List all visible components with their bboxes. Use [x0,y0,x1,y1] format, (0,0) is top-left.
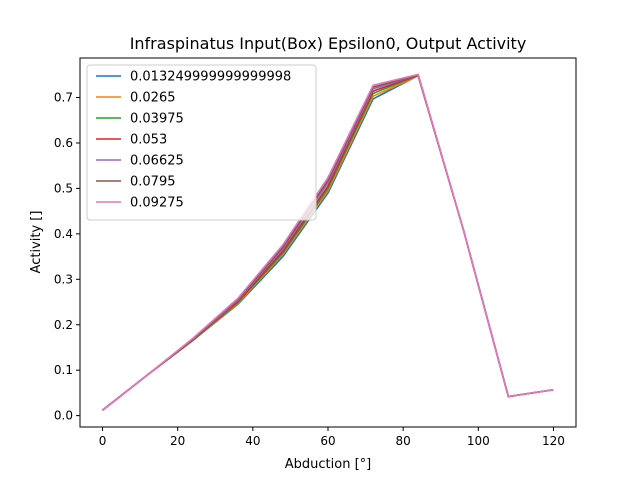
chart-title: Infraspinatus Input(Box) Epsilon0, Outpu… [130,34,527,53]
legend-entry-label: 0.06625 [130,154,184,169]
legend-entry-label: 0.09275 [130,196,184,211]
legend: 0.013249999999999998 0.0265 0.03975 0.053 0.… [86,64,317,221]
x-tick-label: 0 [99,434,107,448]
x-axis-label: Abduction [°] [285,457,371,472]
y-tick-label: 0.6 [54,136,73,150]
x-tick-label: 40 [245,434,260,448]
legend-box [86,64,317,221]
y-axis: 0.0 0.1 0.2 0.3 0.4 0.5 0.6 0.7 [54,91,80,423]
y-tick-label: 0.2 [54,318,73,332]
legend-entry-label: 0.0795 [130,175,176,190]
y-tick-label: 0.5 [54,181,73,195]
x-tick-label: 120 [542,434,565,448]
x-tick-label: 100 [467,434,490,448]
y-tick-label: 0.1 [54,363,73,377]
x-tick-label: 80 [396,434,411,448]
y-tick-label: 0.4 [54,227,73,241]
legend-entry-label: 0.0265 [130,91,176,106]
legend-entry-label: 0.013249999999999998 [130,70,291,85]
y-tick-label: 0.0 [54,409,73,423]
x-axis: 0 20 40 60 80 100 120 [99,427,565,448]
plot-frame [79,57,577,428]
y-tick-label: 0.7 [54,91,73,105]
x-tick-label: 60 [320,434,335,448]
y-tick-label: 0.3 [54,272,73,286]
legend-entry-label: 0.03975 [130,112,184,127]
x-tick-label: 20 [170,434,185,448]
series-layer [102,73,554,411]
legend-entry-label: 0.053 [130,133,167,148]
y-axis-label: Activity [] [29,211,44,274]
series-line-7 [102,73,554,411]
